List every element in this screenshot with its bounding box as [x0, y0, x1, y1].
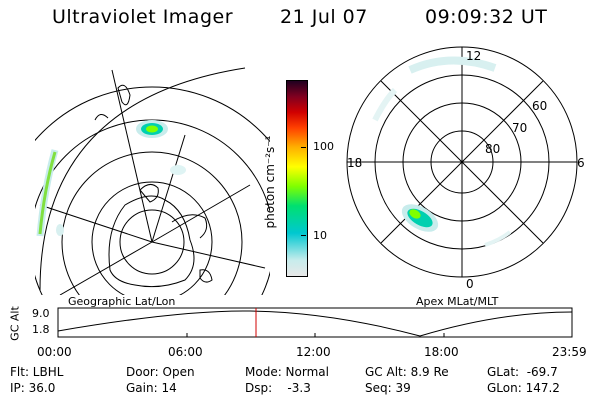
- magnetic-map: 12 18 6 0 60 70 80: [346, 46, 585, 291]
- xtick-1800: 18:00: [424, 345, 459, 359]
- flt-info: Flt: LBHL: [10, 365, 64, 379]
- time-label: 09:09:32 UT: [425, 6, 548, 28]
- altitude-ytick-9: 9.0: [32, 307, 50, 320]
- color-bar-tick-mark-10: [301, 235, 306, 236]
- mlt-label-12: 12: [466, 49, 481, 63]
- glon-info: GLon: 147.2: [487, 381, 560, 395]
- mlt-label-0: 0: [466, 277, 474, 291]
- xtick-0000: 00:00: [37, 345, 72, 359]
- apex-label: Apex MLat/MLT: [416, 295, 499, 308]
- color-bar: [286, 80, 308, 277]
- altitude-ytick-1: 1.8: [32, 323, 50, 336]
- instrument-title: Ultraviolet Imager: [52, 6, 234, 28]
- glat-info: GLat: -69.7: [487, 365, 558, 379]
- gain-info: Gain: 14: [126, 381, 177, 395]
- ip-info: IP: 36.0: [10, 381, 56, 395]
- xtick-1200: 12:00: [296, 345, 331, 359]
- color-bar-tick-100: 100: [313, 140, 334, 153]
- lat-label-80: 80: [485, 142, 500, 156]
- gc-alt-info: GC Alt: 8.9 Re: [365, 365, 449, 379]
- color-bar-tick-mark-100: [301, 147, 306, 148]
- seq-info: Seq: 39: [365, 381, 411, 395]
- mlt-label-18: 18: [347, 156, 362, 170]
- mode-info: Mode: Normal: [245, 365, 329, 379]
- geographic-label: Geographic Lat/Lon: [68, 295, 176, 308]
- xtick-2359: 23:59: [552, 345, 587, 359]
- mlt-label-6: 6: [577, 156, 585, 170]
- color-bar-tick-10: 10: [313, 229, 327, 242]
- altitude-plot: [57, 307, 573, 338]
- door-info: Door: Open: [126, 365, 195, 379]
- dsp-info: Dsp: -3.3: [245, 381, 311, 395]
- lat-label-60: 60: [532, 99, 547, 113]
- geographic-map: [35, 67, 270, 295]
- xtick-0600: 06:00: [168, 345, 203, 359]
- color-bar-unit-label: photon cm⁻²s⁻¹: [263, 135, 277, 229]
- lat-label-70: 70: [512, 121, 527, 135]
- date-label: 21 Jul 07: [280, 6, 368, 28]
